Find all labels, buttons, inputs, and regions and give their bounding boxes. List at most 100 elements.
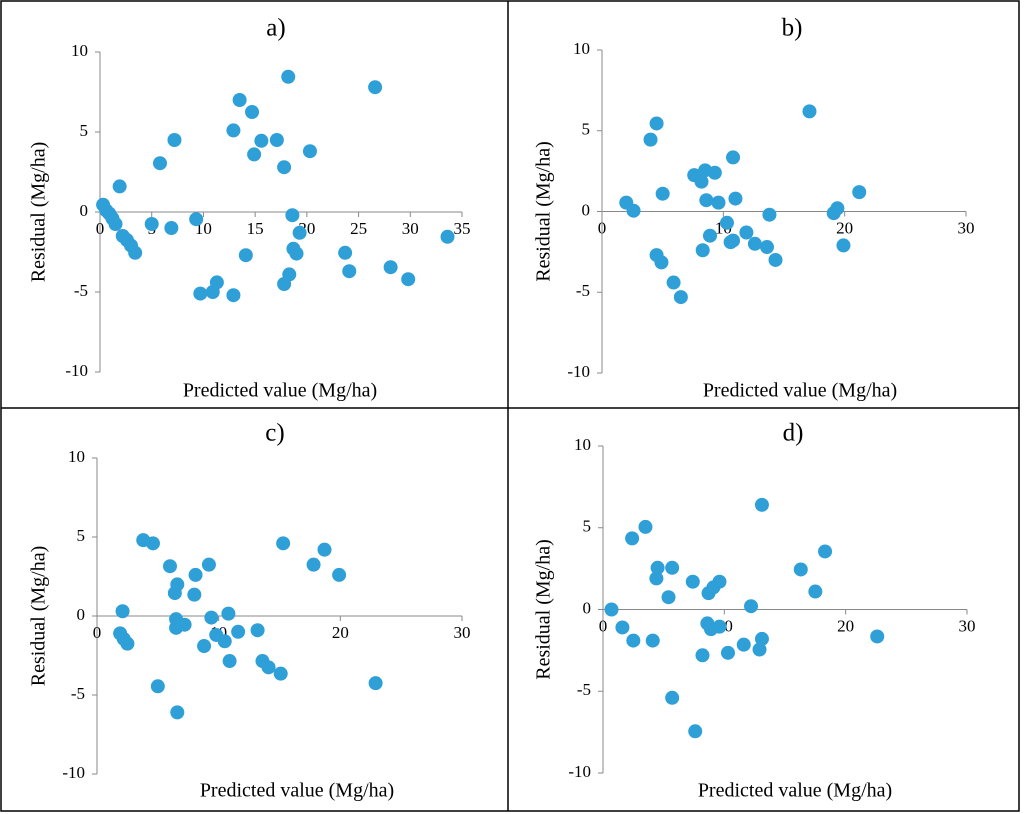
point [302, 144, 317, 159]
point [401, 272, 416, 287]
point [754, 631, 769, 646]
point [649, 571, 664, 586]
x-axis-title: Predicted value (Mg/ha) [183, 380, 377, 402]
point [747, 236, 762, 251]
point [836, 238, 851, 253]
point [699, 193, 714, 208]
x-tick-label: 0 [93, 623, 102, 642]
point [112, 179, 127, 194]
point [712, 619, 727, 634]
y-tick-label: -10 [568, 762, 591, 781]
point [332, 567, 347, 582]
x-tick-label: 30 [959, 616, 976, 635]
y-tick-label: 10 [573, 39, 590, 58]
point [818, 544, 833, 559]
point [673, 290, 688, 305]
panel-title: d) [783, 420, 804, 447]
point [726, 150, 741, 165]
point [870, 629, 885, 644]
point [852, 185, 867, 200]
point [760, 240, 775, 255]
point [654, 255, 669, 270]
point [626, 203, 641, 218]
point [281, 69, 296, 84]
point [768, 252, 783, 267]
point [277, 160, 292, 175]
point [383, 260, 398, 275]
y-tick-label: -10 [65, 361, 88, 380]
point [150, 679, 165, 694]
panel-title: c) [265, 420, 284, 447]
y-tick-label: 5 [582, 120, 591, 139]
point [661, 590, 676, 605]
y-tick-label: -5 [74, 281, 88, 300]
point [754, 497, 769, 512]
point [655, 186, 670, 201]
point [342, 264, 357, 279]
point [187, 587, 202, 602]
y-tick-label: 10 [574, 435, 591, 454]
point [170, 577, 185, 592]
y-tick-label: 0 [80, 201, 89, 220]
point [269, 133, 284, 147]
point [688, 724, 703, 739]
point [226, 123, 241, 138]
point [226, 288, 241, 303]
point [626, 633, 641, 648]
point [306, 557, 321, 572]
y-tick-label: 10 [68, 447, 85, 466]
x-axis-title: Predicted value (Mg/ha) [703, 380, 897, 402]
point [282, 267, 297, 282]
x-tick-label: 20 [332, 623, 349, 642]
x-tick-label: 30 [454, 623, 471, 642]
x-tick-label: 30 [402, 219, 419, 238]
point [254, 133, 269, 148]
point [604, 602, 619, 617]
point [177, 617, 192, 632]
point [752, 642, 767, 657]
point [261, 660, 276, 675]
y-axis-title: Residual (Mg/ha) [533, 539, 555, 680]
point [802, 104, 817, 119]
point [245, 105, 260, 119]
point [120, 636, 135, 651]
y-tick-label: 5 [583, 517, 592, 536]
point [368, 80, 383, 95]
point [164, 221, 179, 235]
y-tick-label: -5 [71, 684, 85, 703]
panel-title: b) [782, 15, 803, 42]
point [250, 623, 265, 638]
x-tick-label: 0 [96, 219, 105, 238]
point [273, 666, 288, 681]
y-tick-label: 0 [582, 200, 591, 219]
x-axis-title: Predicted value (Mg/ha) [200, 780, 394, 802]
point [707, 165, 722, 180]
point [808, 584, 823, 599]
point [739, 225, 754, 240]
point [736, 637, 751, 652]
point [338, 245, 353, 260]
point [711, 195, 726, 210]
point [285, 208, 300, 223]
x-tick-label: 25 [350, 219, 367, 238]
point [793, 562, 808, 577]
x-tick-label: 0 [599, 616, 608, 635]
point [197, 639, 212, 654]
point [163, 559, 177, 574]
point [222, 654, 237, 669]
point [440, 229, 455, 244]
point [695, 243, 710, 258]
point [702, 228, 717, 243]
point [201, 557, 216, 572]
point [762, 207, 777, 222]
y-axis-title: Residual (Mg/ha) [533, 141, 555, 282]
x-tick-label: 0 [598, 218, 607, 237]
y-tick-label: -5 [576, 281, 590, 300]
point [666, 275, 681, 290]
point [650, 560, 665, 575]
point [232, 93, 247, 107]
point [115, 604, 130, 619]
y-tick-label: -10 [567, 362, 590, 381]
